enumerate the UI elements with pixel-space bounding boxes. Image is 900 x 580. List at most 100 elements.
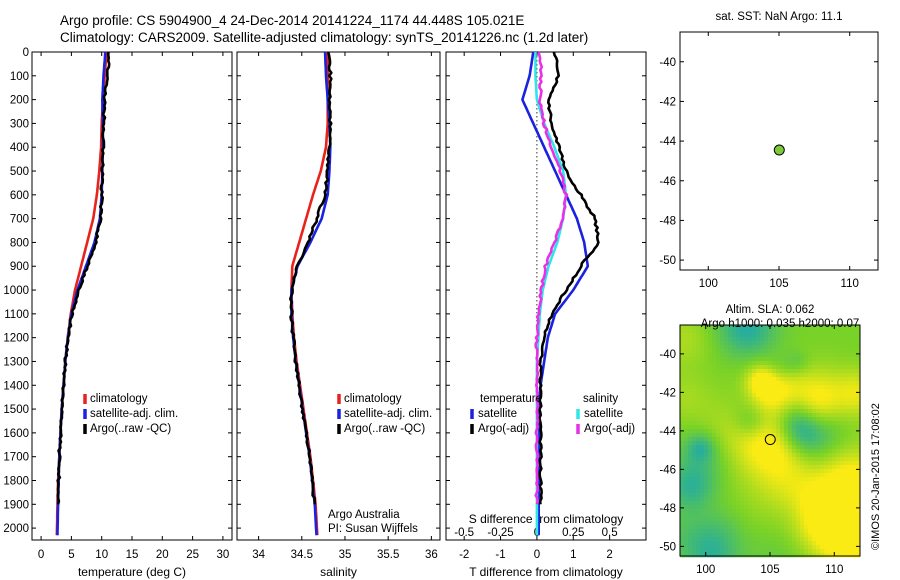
heatmap-cell (684, 541, 689, 546)
heatmap-cell (792, 453, 797, 458)
heatmap-cell (820, 453, 825, 458)
heatmap-cell (768, 545, 773, 550)
heatmap-cell (808, 329, 813, 334)
heatmap-cell (752, 501, 757, 506)
heatmap-cell (736, 517, 741, 522)
heatmap-cell (828, 493, 833, 498)
heatmap-cell (816, 389, 821, 394)
heatmap-cell (680, 461, 685, 466)
series-line-argo-raw-qc- (288, 51, 333, 505)
heatmap-cell (764, 509, 769, 514)
heatmap-cell (720, 545, 725, 550)
heatmap-cell (840, 413, 845, 418)
heatmap-cell (820, 549, 825, 554)
heatmap-cell (792, 377, 797, 382)
heatmap-cell (840, 329, 845, 334)
heatmap-cell (748, 373, 753, 378)
heatmap-cell (844, 537, 849, 542)
heatmap-cell (740, 365, 745, 370)
heatmap-cell (696, 373, 701, 378)
heatmap-cell (796, 529, 801, 534)
heatmap-cell (784, 409, 789, 414)
heatmap-cell (836, 433, 841, 438)
heatmap-cell (720, 337, 725, 342)
heatmap-cell (680, 549, 685, 554)
heatmap-cell (680, 413, 685, 418)
heatmap-cell (828, 461, 833, 466)
heatmap-cell (732, 553, 737, 558)
legend-label: satellite-adj. clim. (90, 408, 178, 420)
heatmap-cell (840, 461, 845, 466)
heatmap-cell (708, 521, 713, 526)
heatmap-cell (740, 421, 745, 426)
heatmap-cell (796, 477, 801, 482)
heatmap-cell (752, 477, 757, 482)
heatmap-cell (752, 417, 757, 422)
heatmap-cell (724, 401, 729, 406)
heatmap-cell (688, 473, 693, 478)
heatmap-cell (716, 525, 721, 530)
heatmap-cell (744, 377, 749, 382)
heatmap-cell (748, 365, 753, 370)
heatmap-cell (732, 365, 737, 370)
heatmap-cell (852, 517, 857, 522)
heatmap-cell (828, 369, 833, 374)
heatmap-cell (852, 429, 857, 434)
heatmap-cell (824, 473, 829, 478)
heatmap-cell (684, 533, 689, 538)
heatmap-cell (760, 449, 765, 454)
heatmap-cell (796, 421, 801, 426)
heatmap-cell (832, 545, 837, 550)
heatmap-cell (784, 373, 789, 378)
heatmap-cell (752, 529, 757, 534)
heatmap-cell (712, 397, 717, 402)
heatmap-cell (780, 385, 785, 390)
heatmap-cell (856, 381, 861, 386)
heatmap-cell (760, 417, 765, 422)
heatmap-cell (744, 441, 749, 446)
heatmap-cell (848, 381, 853, 386)
heatmap-cell (820, 521, 825, 526)
panel-frame (31, 51, 233, 541)
heatmap-cell (712, 401, 717, 406)
heatmap-cell (748, 405, 753, 410)
heatmap-cell (692, 441, 697, 446)
heatmap-cell (724, 517, 729, 522)
heatmap-cell (712, 425, 717, 430)
heatmap-cell (720, 365, 725, 370)
heatmap-cell (732, 513, 737, 518)
heatmap-cell (696, 349, 701, 354)
heatmap-cell (844, 401, 849, 406)
heatmap-cell (768, 381, 773, 386)
heatmap-cell (804, 353, 809, 358)
heatmap-cell (756, 497, 761, 502)
heatmap-cell (744, 445, 749, 450)
heatmap-cell (800, 453, 805, 458)
heatmap-cell (804, 473, 809, 478)
heatmap-cell (780, 529, 785, 534)
heatmap-cell (816, 473, 821, 478)
heatmap-cell (788, 325, 793, 330)
heatmap-cell (732, 429, 737, 434)
heatmap-cell (792, 457, 797, 462)
heatmap-cell (812, 549, 817, 554)
heatmap-cell (844, 373, 849, 378)
heatmap-cell (732, 381, 737, 386)
heatmap-cell (760, 357, 765, 362)
heatmap-cell (680, 513, 685, 518)
heatmap-cell (740, 409, 745, 414)
heatmap-cell (708, 325, 713, 330)
heatmap-cell (792, 493, 797, 498)
heatmap-cell (744, 409, 749, 414)
heatmap-cell (692, 513, 697, 518)
heatmap-cell (792, 333, 797, 338)
heatmap-cell (704, 513, 709, 518)
heatmap-cell (808, 513, 813, 518)
heatmap-cell (800, 381, 805, 386)
heatmap-cell (816, 533, 821, 538)
heatmap-cell (796, 485, 801, 490)
heatmap-cell (804, 489, 809, 494)
heatmap-cell (696, 433, 701, 438)
heatmap-cell (804, 461, 809, 466)
heatmap-cell (696, 417, 701, 422)
